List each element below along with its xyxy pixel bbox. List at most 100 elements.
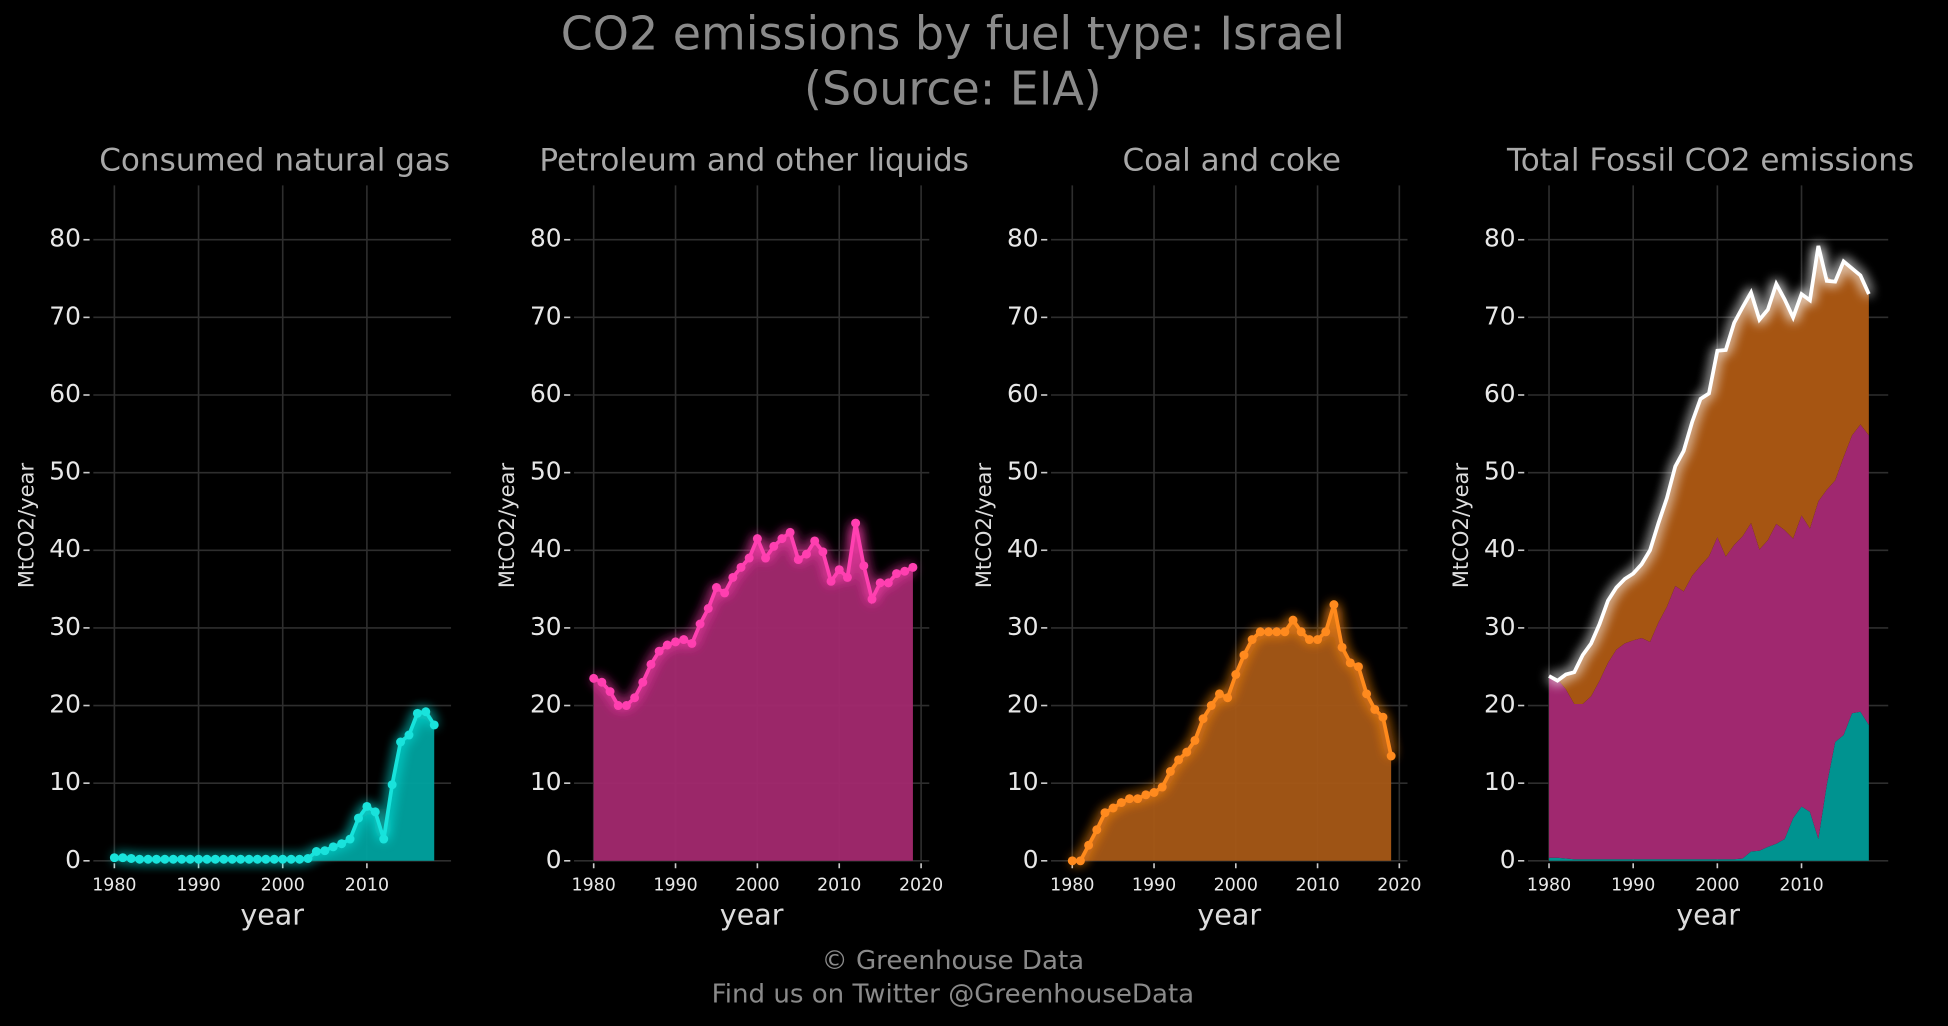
point [109, 853, 119, 863]
series-line [592, 522, 914, 708]
point [695, 619, 705, 629]
point [1313, 635, 1323, 645]
point [1100, 808, 1110, 818]
point [859, 561, 869, 571]
subplot-title: Coal and coke [1122, 142, 1341, 178]
point [785, 527, 795, 537]
subplot-title: Consumed natural gas [99, 142, 450, 178]
point [1125, 794, 1134, 804]
y-tick-label: 40 [49, 534, 81, 563]
point [160, 854, 170, 864]
point [810, 536, 820, 546]
point [834, 565, 844, 575]
y-tick-label: 20 [49, 690, 81, 719]
x-axis-label: year [1197, 898, 1261, 932]
y-tick-label: 50 [530, 457, 562, 486]
point [1067, 856, 1077, 866]
point [1264, 627, 1273, 637]
point [851, 518, 861, 528]
y-tick-label: 50 [49, 457, 81, 486]
point [720, 588, 730, 598]
y-tick-label: 0 [1023, 845, 1039, 874]
point [1141, 790, 1151, 800]
point [1353, 662, 1363, 672]
point [244, 854, 254, 864]
point [151, 854, 161, 864]
footer-line: © Greenhouse Data [822, 946, 1085, 976]
point [362, 801, 372, 811]
point [605, 687, 615, 697]
point [337, 839, 347, 849]
point [421, 707, 431, 717]
point [143, 854, 153, 864]
point [303, 853, 313, 863]
point [261, 854, 271, 864]
point [194, 854, 204, 864]
point [219, 854, 229, 864]
point [777, 534, 787, 544]
point [1108, 803, 1118, 813]
y-axis-label: MtCO2/year [494, 463, 519, 589]
point [826, 576, 836, 586]
point [908, 562, 918, 572]
point [875, 578, 885, 588]
point [1239, 650, 1249, 660]
point [867, 594, 877, 604]
y-tick-label: 20 [1484, 690, 1516, 719]
point [1386, 751, 1396, 761]
point [1304, 635, 1314, 645]
point [1075, 856, 1085, 866]
point [210, 854, 220, 864]
y-tick-label: 10 [1484, 767, 1516, 796]
point [1092, 825, 1102, 835]
y-tick-label: 70 [1007, 301, 1039, 330]
y-tick-label: 80 [530, 224, 562, 253]
point [597, 677, 607, 687]
point [1133, 794, 1143, 804]
x-tick-label: 2020 [899, 876, 943, 896]
subplot: Petroleum and other liquids MtCO2/year yea… [494, 142, 969, 931]
y-tick-label: 70 [49, 301, 81, 330]
x-axis-label: year [1676, 898, 1740, 932]
point [662, 640, 672, 650]
y-tick-label: 70 [1484, 301, 1516, 330]
point [1247, 635, 1257, 645]
point [320, 846, 330, 856]
x-axis-label: year [720, 898, 784, 932]
x-axis-label: year [240, 898, 304, 932]
point [711, 583, 721, 592]
x-tick-label: 2000 [735, 876, 779, 896]
main-subtitle: (Source: EIA) [804, 61, 1102, 115]
point [345, 834, 355, 844]
y-tick-label: 30 [530, 612, 562, 641]
point [818, 547, 828, 557]
point [671, 637, 681, 647]
point [769, 541, 779, 551]
point [286, 854, 296, 864]
point [1288, 615, 1298, 625]
point [679, 635, 689, 645]
point [354, 813, 363, 823]
point [744, 553, 754, 563]
point [1296, 627, 1306, 637]
point [1174, 755, 1184, 765]
x-tick-label: 2010 [1779, 876, 1823, 896]
point [370, 807, 380, 817]
point [1280, 627, 1290, 637]
y-tick-label: 70 [530, 301, 562, 330]
footer-line: Find us on Twitter @GreenhouseData [712, 979, 1195, 1009]
point [1272, 627, 1282, 637]
point [892, 569, 902, 579]
y-axis-label: MtCO2/year [971, 463, 996, 589]
stack-segment [1549, 424, 1869, 860]
point [185, 854, 195, 864]
series-line [1072, 604, 1393, 863]
main-title: CO2 emissions by fuel type: Israel [561, 7, 1345, 61]
point [202, 854, 212, 864]
point [227, 854, 237, 864]
area-fill [1072, 604, 1392, 861]
point [1084, 840, 1094, 850]
point [1378, 712, 1388, 722]
point [1223, 693, 1233, 703]
point [295, 854, 305, 864]
